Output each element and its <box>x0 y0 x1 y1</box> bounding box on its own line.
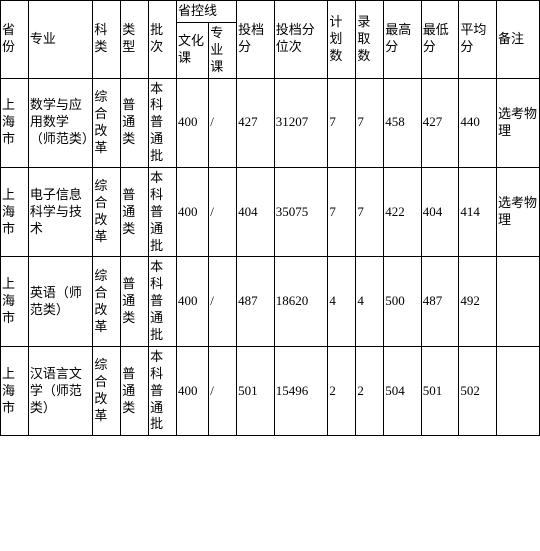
h-rank: 投档分位次 <box>274 1 328 79</box>
h-admit: 录取数 <box>356 1 384 79</box>
h-toudang: 投档分 <box>237 1 275 79</box>
h-culture: 文化课 <box>177 22 209 78</box>
cell-type: 普通类 <box>121 346 149 435</box>
cell-province: 上海市 <box>1 257 29 346</box>
cell-pro: / <box>209 168 237 257</box>
table-row: 上海市电子信息科学与技术综合改革普通类本科普通批400/404350757742… <box>1 168 540 257</box>
cell-plan: 4 <box>328 257 356 346</box>
h-avg: 平均分 <box>459 1 497 79</box>
cell-major: 电子信息科学与技术 <box>28 168 92 257</box>
cell-admit: 7 <box>356 168 384 257</box>
cell-plan: 7 <box>328 78 356 167</box>
cell-avg: 414 <box>459 168 497 257</box>
table-body: 上海市数学与应用数学（师范类）综合改革普通类本科普通批400/427312077… <box>1 78 540 436</box>
cell-note <box>496 257 539 346</box>
cell-note: 选考物理 <box>496 78 539 167</box>
cell-major: 数学与应用数学（师范类） <box>28 78 92 167</box>
cell-max: 422 <box>384 168 422 257</box>
h-note: 备注 <box>496 1 539 79</box>
h-major: 专业 <box>28 1 92 79</box>
cell-note: 选考物理 <box>496 168 539 257</box>
cell-province: 上海市 <box>1 78 29 167</box>
cell-admit: 7 <box>356 78 384 167</box>
cell-toudang: 404 <box>237 168 275 257</box>
cell-admit: 2 <box>356 346 384 435</box>
cell-major: 汉语言文学（师范类） <box>28 346 92 435</box>
cell-batch: 本科普通批 <box>149 346 177 435</box>
cell-batch: 本科普通批 <box>149 257 177 346</box>
cell-subject: 综合改革 <box>93 257 121 346</box>
cell-type: 普通类 <box>121 78 149 167</box>
cell-plan: 7 <box>328 168 356 257</box>
cell-type: 普通类 <box>121 168 149 257</box>
cell-min: 427 <box>421 78 459 167</box>
header-row-1: 省份 专业 科类 类型 批次 省控线 投档分 投档分位次 计划数 录取数 最高分… <box>1 1 540 23</box>
table-row: 上海市数学与应用数学（师范类）综合改革普通类本科普通批400/427312077… <box>1 78 540 167</box>
h-max: 最高分 <box>384 1 422 79</box>
h-province: 省份 <box>1 1 29 79</box>
cell-culture: 400 <box>177 78 209 167</box>
cell-max: 504 <box>384 346 422 435</box>
h-subject: 科类 <box>93 1 121 79</box>
h-pro: 专业课 <box>209 22 237 78</box>
cell-note <box>496 346 539 435</box>
cell-province: 上海市 <box>1 168 29 257</box>
cell-admit: 4 <box>356 257 384 346</box>
cell-toudang: 501 <box>237 346 275 435</box>
table-row: 上海市汉语言文学（师范类）综合改革普通类本科普通批400/50115496225… <box>1 346 540 435</box>
cell-rank: 15496 <box>274 346 328 435</box>
cell-max: 458 <box>384 78 422 167</box>
h-batch: 批次 <box>149 1 177 79</box>
h-control-line: 省控线 <box>177 1 237 23</box>
h-type: 类型 <box>121 1 149 79</box>
cell-culture: 400 <box>177 346 209 435</box>
cell-batch: 本科普通批 <box>149 168 177 257</box>
cell-province: 上海市 <box>1 346 29 435</box>
table-row: 上海市英语（师范类）综合改革普通类本科普通批400/48718620445004… <box>1 257 540 346</box>
cell-avg: 502 <box>459 346 497 435</box>
cell-subject: 综合改革 <box>93 346 121 435</box>
cell-major: 英语（师范类） <box>28 257 92 346</box>
cell-toudang: 427 <box>237 78 275 167</box>
cell-toudang: 487 <box>237 257 275 346</box>
cell-culture: 400 <box>177 168 209 257</box>
cell-pro: / <box>209 346 237 435</box>
cell-min: 404 <box>421 168 459 257</box>
admission-table: 省份 专业 科类 类型 批次 省控线 投档分 投档分位次 计划数 录取数 最高分… <box>0 0 540 436</box>
cell-type: 普通类 <box>121 257 149 346</box>
cell-rank: 35075 <box>274 168 328 257</box>
cell-pro: / <box>209 78 237 167</box>
cell-pro: / <box>209 257 237 346</box>
cell-min: 501 <box>421 346 459 435</box>
h-min: 最低分 <box>421 1 459 79</box>
cell-min: 487 <box>421 257 459 346</box>
cell-subject: 综合改革 <box>93 78 121 167</box>
h-plan: 计划数 <box>328 1 356 79</box>
cell-culture: 400 <box>177 257 209 346</box>
cell-rank: 31207 <box>274 78 328 167</box>
cell-subject: 综合改革 <box>93 168 121 257</box>
cell-max: 500 <box>384 257 422 346</box>
cell-rank: 18620 <box>274 257 328 346</box>
cell-plan: 2 <box>328 346 356 435</box>
cell-batch: 本科普通批 <box>149 78 177 167</box>
cell-avg: 492 <box>459 257 497 346</box>
cell-avg: 440 <box>459 78 497 167</box>
